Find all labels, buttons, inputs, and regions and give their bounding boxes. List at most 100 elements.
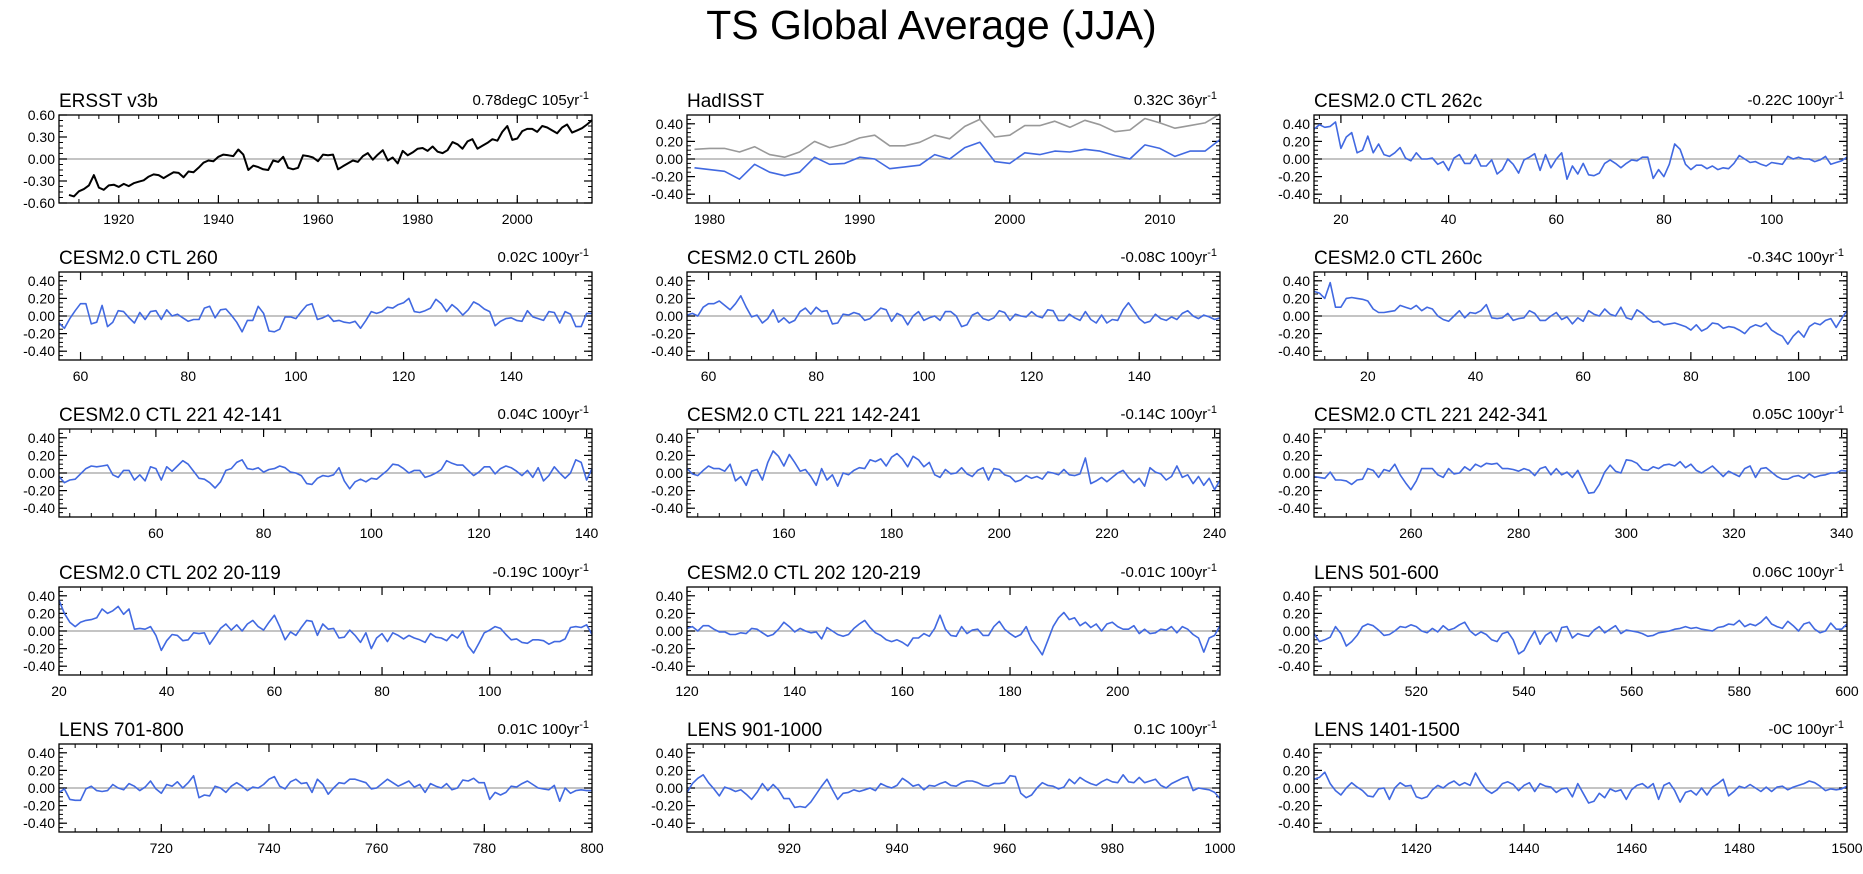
chart-title: LENS 901-1000	[687, 720, 822, 741]
chart-title: LENS 501-600	[1314, 563, 1439, 584]
x-tick-label: 300	[1615, 525, 1639, 541]
y-tick-label: 0.20	[656, 290, 683, 306]
y-tick-label: 0.40	[1283, 273, 1310, 289]
trend-label: 0.02C 100yr-1	[498, 247, 590, 266]
y-tick-label: 0.40	[656, 430, 683, 446]
x-tick-label: 580	[1728, 683, 1752, 699]
x-tick-label: 60	[148, 525, 164, 541]
series-line	[68, 119, 593, 198]
chart-panel: CESM2.0 CTL 202 20-119 -0.19C 100yr-1 -0.4…	[23, 562, 593, 699]
y-tick-label: 0.40	[1283, 588, 1310, 604]
y-tick-label: -0.40	[651, 815, 683, 831]
trend-label: 0.04C 100yr-1	[498, 404, 590, 423]
series-line	[1313, 459, 1848, 494]
y-tick-label: -0.20	[1278, 641, 1310, 657]
series-line	[694, 138, 1221, 180]
plot-frame	[58, 743, 593, 833]
x-tick-label: 220	[1095, 525, 1119, 541]
x-tick-label: 60	[1575, 368, 1591, 384]
x-tick-label: 60	[73, 368, 89, 384]
trend-label: -0.22C 100yr-1	[1748, 90, 1845, 109]
y-tick-label: -0.40	[651, 500, 683, 516]
y-tick-label: 0.00	[28, 308, 55, 324]
y-tick-label: -0.40	[23, 343, 55, 359]
chart-title: ERSST v3b	[59, 91, 158, 112]
y-tick-label: 0.20	[28, 605, 55, 621]
plot-frame	[1313, 428, 1848, 518]
plot-frame	[1313, 586, 1848, 676]
y-tick-label: -0.20	[1278, 483, 1310, 499]
y-tick-label: -0.20	[23, 641, 55, 657]
trend-exponent: -1	[1834, 90, 1844, 102]
x-tick-label: 100	[360, 525, 384, 541]
x-tick-label: 240	[1203, 525, 1227, 541]
plot-frame	[686, 743, 1221, 833]
x-tick-label: 80	[180, 368, 196, 384]
chart-title: HadISST	[687, 91, 764, 112]
x-tick-label: 100	[1787, 368, 1811, 384]
trend-exponent: -1	[1207, 562, 1217, 574]
series-line	[686, 774, 1221, 809]
chart-title: CESM2.0 CTL 221 242-341	[1314, 405, 1548, 426]
y-tick-label: -0.20	[651, 483, 683, 499]
x-tick-label: 1960	[302, 211, 333, 227]
chart-panel: LENS 501-600 0.06C 100yr-1 -0.40-0.20 0.00 0…	[1278, 562, 1859, 699]
trend-label: -0.19C 100yr-1	[493, 562, 590, 581]
x-tick-label: 940	[885, 840, 909, 856]
trend-label: 0.01C 100yr-1	[498, 719, 590, 738]
trend-label: -0.34C 100yr-1	[1748, 247, 1845, 266]
y-tick-label: 0.20	[28, 447, 55, 463]
x-tick-label: 200	[1106, 683, 1130, 699]
y-tick-label: 0.40	[656, 273, 683, 289]
series-line	[686, 611, 1221, 656]
y-tick-label: -0.40	[23, 815, 55, 831]
x-tick-label: 120	[1020, 368, 1044, 384]
y-tick-label: 0.20	[28, 290, 55, 306]
y-tick-label: -0.40	[1278, 343, 1310, 359]
plot-frame	[58, 114, 593, 204]
x-tick-label: 280	[1507, 525, 1531, 541]
trend-exponent: -1	[1834, 719, 1844, 731]
y-tick-label: -0.40	[651, 186, 683, 202]
x-tick-label: 180	[880, 525, 904, 541]
chart-title: CESM2.0 CTL 260c	[1314, 248, 1482, 269]
x-tick-label: 80	[1683, 368, 1699, 384]
y-tick-label: 0.00	[28, 465, 55, 481]
y-tick-label: 0.40	[656, 588, 683, 604]
trend-exponent: -1	[579, 404, 589, 416]
chart-panel: CESM2.0 CTL 260 0.02C 100yr-1 -0.40-0.20 0.…	[23, 247, 593, 384]
y-tick-label: 0.20	[656, 133, 683, 149]
y-tick-label: -0.60	[23, 195, 55, 211]
trend-exponent: -1	[1834, 562, 1844, 574]
trend-exponent: -1	[579, 719, 589, 731]
x-tick-label: 80	[374, 683, 390, 699]
series-line	[58, 599, 593, 654]
x-tick-label: 1500	[1831, 840, 1862, 856]
x-tick-label: 140	[500, 368, 524, 384]
x-tick-label: 20	[1360, 368, 1376, 384]
x-tick-label: 100	[478, 683, 502, 699]
y-tick-label: 0.00	[1283, 623, 1310, 639]
y-tick-label: 0.40	[1283, 430, 1310, 446]
trend-label: 0.05C 100yr-1	[1753, 404, 1845, 423]
plot-frame	[1313, 743, 1848, 833]
y-tick-label: -0.20	[651, 641, 683, 657]
y-tick-label: 0.20	[1283, 290, 1310, 306]
chart-panel: CESM2.0 CTL 262c -0.22C 100yr-1 -0.40-0.20…	[1278, 90, 1848, 227]
y-tick-label: 0.00	[1283, 465, 1310, 481]
x-tick-label: 140	[1128, 368, 1152, 384]
x-tick-label: 80	[808, 368, 824, 384]
x-tick-label: 780	[473, 840, 497, 856]
x-tick-label: 140	[575, 525, 599, 541]
y-tick-label: -0.40	[23, 500, 55, 516]
y-tick-label: 0.40	[28, 273, 55, 289]
y-tick-label: 0.00	[1283, 780, 1310, 796]
y-tick-label: 0.20	[656, 762, 683, 778]
x-tick-label: 320	[1722, 525, 1746, 541]
chart-title: CESM2.0 CTL 221 142-241	[687, 405, 921, 426]
chart-panel: LENS 901-1000 0.1C 100yr-1 -0.40-0.20 0.00 0…	[651, 719, 1236, 856]
x-tick-label: 100	[284, 368, 308, 384]
trend-label: -0.14C 100yr-1	[1121, 404, 1218, 423]
chart-panel: CESM2.0 CTL 221 42-141 0.04C 100yr-1 -0.40…	[23, 404, 598, 541]
